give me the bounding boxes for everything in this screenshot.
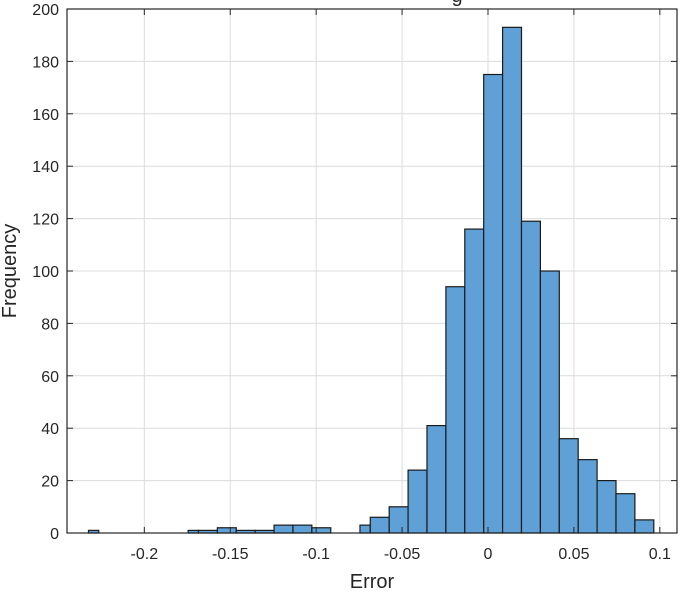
y-tick-label: 80	[41, 316, 59, 333]
histogram-bar	[426, 424, 447, 534]
histogram-bar	[359, 524, 371, 534]
ticks-layer: -0.2 -0.15 -0.1 -0.05 0 0.05 0.1 0 20 40 60 80 100 12…	[32, 2, 677, 563]
chart-title-fragment: g	[451, 0, 462, 7]
y-tick-label: 140	[32, 159, 59, 176]
histogram-bar	[596, 480, 617, 534]
y-tick-label: 20	[41, 474, 59, 491]
y-tick-label: 40	[41, 421, 59, 438]
y-tick-label: 120	[32, 212, 59, 229]
histogram-bar	[292, 524, 313, 534]
y-tick-label: 0	[50, 526, 59, 543]
grid-layer	[67, 8, 677, 534]
histogram-bar	[464, 228, 485, 534]
y-tick-label: 100	[32, 264, 59, 281]
x-axis-label: Error	[350, 571, 395, 593]
x-tick-label: -0.15	[212, 546, 249, 563]
histogram-bar	[520, 220, 541, 534]
x-tick-label: 0.1	[649, 546, 671, 563]
y-tick-label: 180	[32, 54, 59, 71]
histogram-bar	[369, 516, 390, 534]
histogram-bar	[388, 506, 409, 534]
y-tick-label: 200	[32, 2, 59, 19]
histogram-bar	[407, 469, 428, 534]
x-tick-label: -0.2	[131, 546, 159, 563]
x-tick-label: -0.05	[384, 546, 421, 563]
x-tick-label: 0	[484, 546, 493, 563]
y-tick-label: 60	[41, 369, 59, 386]
x-tick-label: 0.05	[558, 546, 589, 563]
histogram-bar	[445, 286, 466, 534]
histogram-bar	[501, 26, 523, 534]
histogram-bar	[615, 493, 636, 534]
x-tick-label: -0.1	[302, 546, 330, 563]
histogram-bar	[216, 527, 237, 534]
histogram-bar	[634, 519, 655, 534]
histogram-bar	[577, 459, 598, 534]
y-axis-label: Frequency	[0, 224, 21, 319]
histogram-bar	[539, 270, 560, 534]
y-tick-label: 160	[32, 107, 59, 124]
histogram-bar	[558, 438, 579, 534]
bars-layer	[87, 26, 655, 534]
histogram-bar	[483, 73, 504, 534]
histogram-bar	[311, 527, 332, 534]
histogram-bar	[273, 524, 294, 534]
